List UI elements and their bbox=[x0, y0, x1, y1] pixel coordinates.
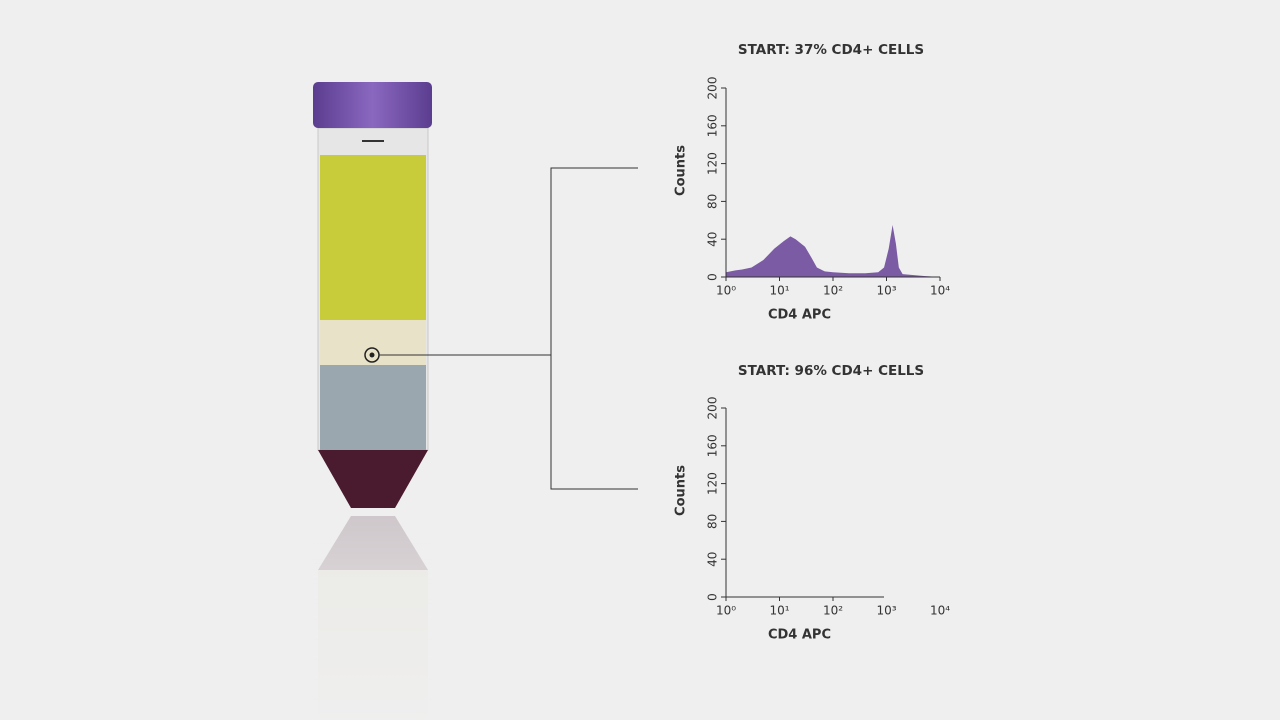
x-tick-label: 10⁰ bbox=[716, 604, 736, 618]
y-tick-label: 160 bbox=[706, 114, 720, 137]
connector bbox=[379, 167, 638, 490]
x-tick-label: 10¹ bbox=[769, 284, 789, 298]
y-tick-label: 200 bbox=[706, 77, 720, 100]
y-tick-label: 40 bbox=[706, 232, 720, 247]
tube bbox=[313, 82, 432, 508]
x-tick-label: 10³ bbox=[876, 284, 896, 298]
y-axis-label: Counts bbox=[674, 145, 689, 196]
y-tick-label: 40 bbox=[706, 552, 720, 567]
x-tick-label: 10⁴ bbox=[930, 284, 950, 298]
x-axis-label: CD4 APC bbox=[768, 308, 831, 323]
x-axis-label: CD4 APC bbox=[768, 628, 831, 643]
y-tick-label: 80 bbox=[706, 194, 720, 209]
y-tick-label: 0 bbox=[706, 593, 720, 601]
y-tick-label: 120 bbox=[706, 152, 720, 175]
y-tick-label: 120 bbox=[706, 472, 720, 495]
x-tick-label: 10¹ bbox=[769, 604, 789, 618]
chart-title: START: 96% CD4+ CELLS bbox=[738, 363, 924, 379]
y-tick-label: 200 bbox=[706, 397, 720, 420]
x-tick-label: 10⁴ bbox=[930, 604, 950, 618]
x-tick-label: 10³ bbox=[876, 604, 896, 618]
y-tick-label: 160 bbox=[706, 434, 720, 457]
histogram-area bbox=[726, 225, 940, 277]
y-tick-label: 0 bbox=[706, 273, 720, 281]
x-tick-label: 10² bbox=[823, 604, 843, 618]
x-tick-label: 10⁰ bbox=[716, 284, 736, 298]
x-tick-label: 10² bbox=[823, 284, 843, 298]
y-tick-label: 80 bbox=[706, 514, 720, 529]
tube-reflection bbox=[313, 510, 432, 720]
y-axis-label: Counts bbox=[674, 465, 689, 516]
chart-title: START: 37% CD4+ CELLS bbox=[738, 42, 924, 58]
